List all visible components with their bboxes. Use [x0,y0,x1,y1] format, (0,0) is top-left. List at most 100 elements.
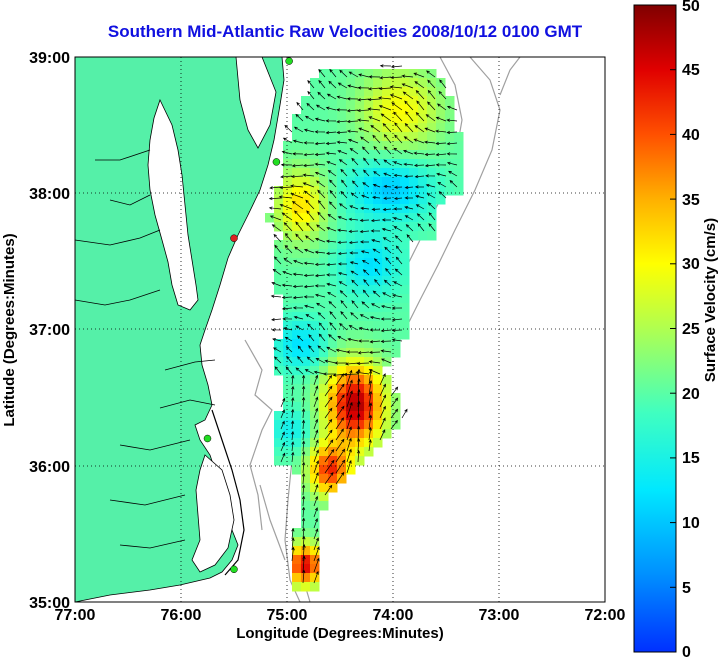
velocity-cell [337,195,347,205]
velocity-arrow [313,460,320,474]
velocity-arrow [382,292,392,298]
velocity-arrow [394,122,403,133]
velocity-cell [319,69,329,79]
velocity-cell [409,168,419,178]
velocity-cell [400,330,410,340]
velocity-cell [391,123,401,133]
velocity-arrow [307,80,315,89]
velocity-arrow [346,350,359,354]
velocity-arrow [359,218,370,222]
bay-water [235,57,277,149]
velocity-arrow [324,448,335,463]
velocity-cell [355,213,365,223]
velocity-cell [346,447,356,457]
velocity-cell [454,177,464,187]
velocity-cell [427,78,437,88]
velocity-cell [382,204,392,214]
velocity-arrow [313,528,319,540]
velocity-arrow [372,183,381,188]
velocity-cell [391,186,401,196]
velocity-arrow [313,407,319,419]
velocity-arrow [401,74,414,78]
velocity-arrow [435,153,447,157]
velocity-cell [355,87,365,97]
velocity-cell [319,258,329,268]
velocity-cell [409,204,419,214]
velocity-arrow [379,64,392,68]
velocity-arrow [380,113,392,122]
velocity-cell [373,285,383,295]
velocity-cell [301,105,311,115]
colorbar-tick-label: 0 [682,644,691,659]
velocity-arrow [271,224,282,232]
velocity-cell [382,87,392,97]
velocity-cell [283,177,293,187]
velocity-cell [283,159,293,169]
velocity-arrow [291,164,304,168]
velocity-cell [346,312,356,322]
velocity-cell [391,402,401,412]
velocity-cell [292,195,302,205]
velocity-arrow [391,306,403,310]
velocity-cell [409,123,419,133]
velocity-cell [400,213,410,223]
velocity-cell [400,240,410,250]
velocity-cell [364,438,374,448]
velocity-cell [418,132,428,142]
velocity-cell [382,339,392,349]
velocity-arrow [446,152,458,156]
x-tick-label: 72:00 [585,607,626,624]
velocity-cell [310,258,320,268]
velocity-cell [328,312,338,322]
grid-lines [75,57,605,602]
velocity-arrow [269,186,282,190]
velocity-arrow [280,409,285,419]
velocity-cell [274,420,284,430]
velocity-arrow [340,168,348,177]
velocity-arrow [290,174,304,179]
velocity-cell [400,123,410,133]
velocity-arrow [295,113,304,122]
velocity-arrow [436,103,447,111]
velocity-cell [328,150,338,160]
velocity-arrow [346,119,359,124]
velocity-arrow [438,191,447,199]
velocity-cell [310,123,320,133]
velocity-cell [319,114,329,124]
velocity-cell [454,132,464,142]
velocity-cell [355,303,365,313]
velocity-arrow [317,91,326,100]
velocity-arrow [446,130,458,135]
velocity-cell [454,141,464,151]
velocity-cell [283,267,293,277]
velocity-arrow [357,98,370,102]
velocity-arrow [314,250,326,254]
velocity-cell [301,240,311,250]
velocity-cell [328,366,338,376]
velocity-cell [274,447,284,457]
velocity-cell [328,483,338,493]
velocity-cell [382,294,392,304]
velocity-cell [292,240,302,250]
velocity-arrow [426,193,436,199]
velocity-arrow [325,239,337,243]
velocity-cell [319,483,329,493]
velocity-arrow [435,116,447,122]
stations [203,57,293,574]
velocity-arrow [367,97,381,102]
velocity-arrow [363,279,370,287]
velocity-cell [310,375,320,385]
velocity-arrow [337,251,348,256]
velocity-cell [346,114,356,124]
velocity-cell [373,366,383,376]
velocity-cell [364,69,374,79]
velocity-arrow [302,182,315,188]
velocity-arrow [361,146,370,155]
velocity-cell [409,105,419,115]
y-tick-label: 38:00 [29,186,70,203]
velocity-arrow [314,162,326,166]
velocity-cell [337,186,347,196]
velocity-cell [355,150,365,160]
velocity-arrow [313,484,319,496]
velocity-arrow [357,118,370,122]
